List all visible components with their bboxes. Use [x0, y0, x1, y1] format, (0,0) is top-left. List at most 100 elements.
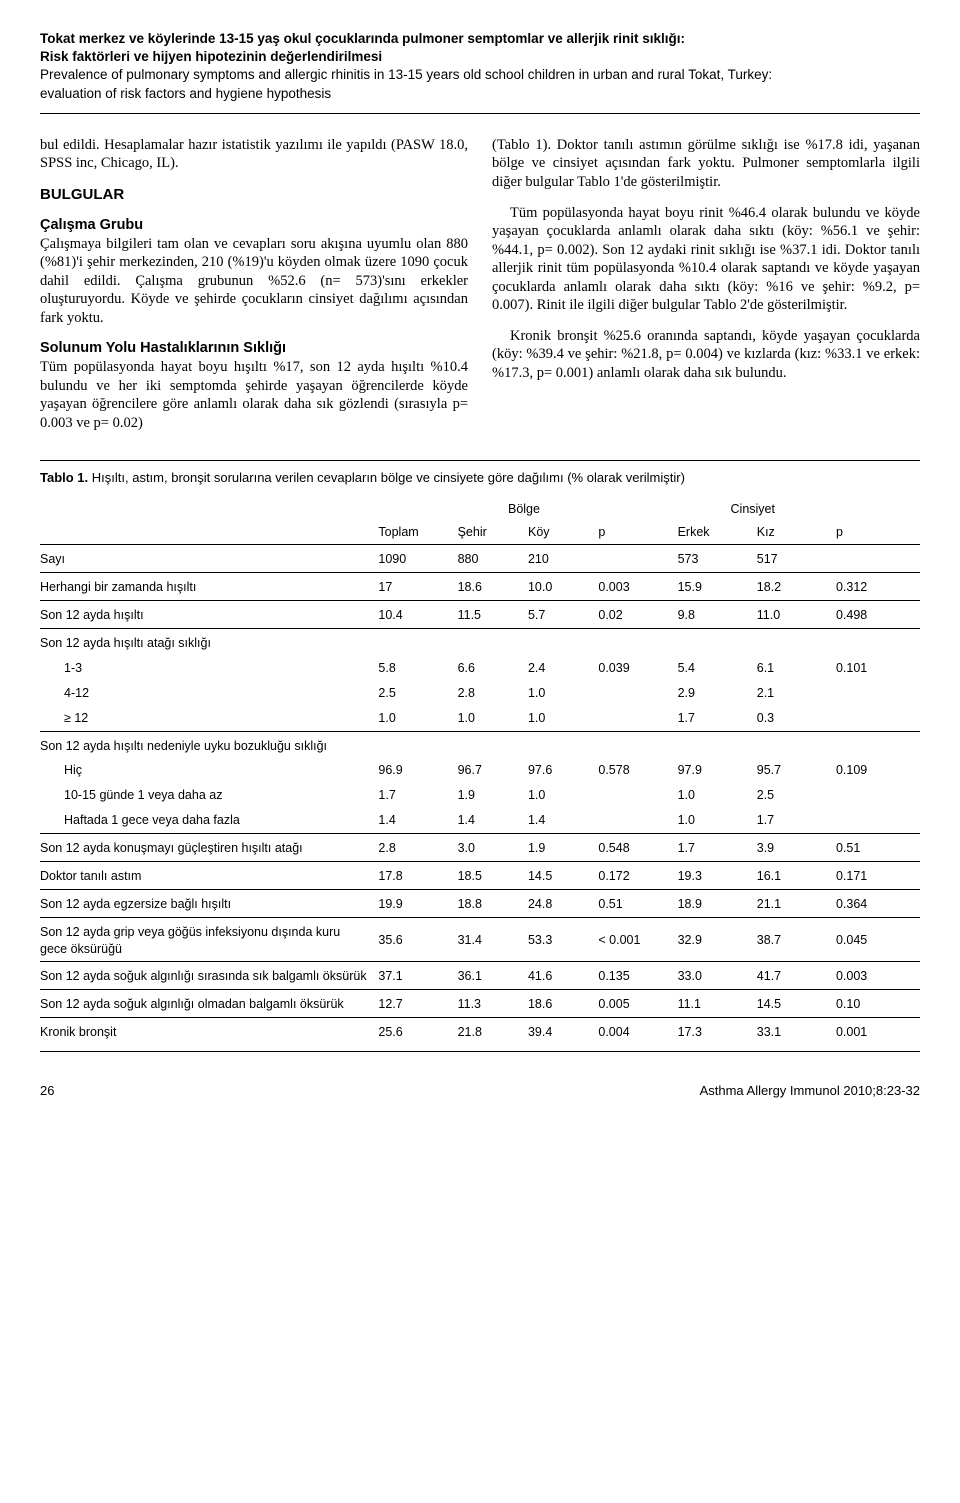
page-footer: 26 Asthma Allergy Immunol 2010;8:23-32	[40, 1082, 920, 1100]
cell-kiz: 6.1	[753, 656, 832, 681]
cell-kiz: 0.3	[753, 706, 832, 731]
cell-koy: 1.0	[524, 681, 594, 706]
cell-p1	[594, 681, 673, 706]
table-row: Haftada 1 gece veya daha fazla1.41.41.41…	[40, 808, 920, 833]
cell-erkek: 1.7	[674, 706, 753, 731]
right-column: (Tablo 1). Doktor tanılı astımın görülme…	[492, 136, 920, 432]
cell-kiz: 38.7	[753, 917, 832, 962]
table-row: Son 12 ayda egzersize bağlı hışıltı19.91…	[40, 889, 920, 917]
row-label: Son 12 ayda grip veya göğüs infeksiyonu …	[40, 917, 374, 962]
cell-erkek	[674, 731, 753, 758]
cell-sehir: 18.8	[454, 889, 524, 917]
row-label: Son 12 ayda soğuk algınlığı sırasında sı…	[40, 962, 374, 990]
col-sehir: Şehir	[454, 520, 524, 545]
cell-erkek: 17.3	[674, 1018, 753, 1045]
cell-toplam: 1090	[374, 545, 453, 573]
cell-sehir: 2.8	[454, 681, 524, 706]
cell-p2	[832, 629, 920, 656]
cell-koy: 39.4	[524, 1018, 594, 1045]
cell-sehir: 1.0	[454, 706, 524, 731]
cell-p2: 0.045	[832, 917, 920, 962]
row-label: Son 12 ayda hışıltı nedeniyle uyku bozuk…	[40, 731, 374, 758]
cell-p2	[832, 808, 920, 833]
subheading-solunum: Solunum Yolu Hastalıklarının Sıklığı	[40, 340, 286, 356]
cell-koy: 2.4	[524, 656, 594, 681]
table-row: Son 12 ayda grip veya göğüs infeksiyonu …	[40, 917, 920, 962]
cell-koy: 10.0	[524, 573, 594, 601]
subheading-calisma: Çalışma Grubu	[40, 217, 143, 233]
cell-toplam: 1.7	[374, 783, 453, 808]
cell-toplam: 96.9	[374, 758, 453, 783]
col-p1: p	[594, 520, 673, 545]
cell-kiz: 2.5	[753, 783, 832, 808]
cell-sehir: 36.1	[454, 962, 524, 990]
cell-p2: 0.101	[832, 656, 920, 681]
cell-erkek: 1.0	[674, 808, 753, 833]
cell-sehir: 21.8	[454, 1018, 524, 1045]
cell-koy	[524, 629, 594, 656]
table-row: ≥ 121.01.01.01.70.3	[40, 706, 920, 731]
table-row: Herhangi bir zamanda hışıltı1718.610.00.…	[40, 573, 920, 601]
col-p2: p	[832, 520, 920, 545]
cell-toplam: 1.0	[374, 706, 453, 731]
cell-sehir: 1.9	[454, 783, 524, 808]
cell-sehir: 31.4	[454, 917, 524, 962]
table-row: Sayı1090880210573517	[40, 545, 920, 573]
cell-sehir: 6.6	[454, 656, 524, 681]
cell-koy: 210	[524, 545, 594, 573]
cell-p1: < 0.001	[594, 917, 673, 962]
cell-sehir: 11.5	[454, 601, 524, 629]
paragraph-r2: Tüm popülasyonda hayat boyu rinit %46.4 …	[492, 204, 920, 315]
cell-p1: 0.548	[594, 834, 673, 862]
table-row: Son 12 ayda konuşmayı güçleştiren hışılt…	[40, 834, 920, 862]
table-row: 4-122.52.81.02.92.1	[40, 681, 920, 706]
article-header: Tokat merkez ve köylerinde 13-15 yaş oku…	[40, 30, 920, 114]
row-label: 10-15 günde 1 veya daha az	[40, 783, 374, 808]
cell-erkek: 5.4	[674, 656, 753, 681]
paragraph-r1: (Tablo 1). Doktor tanılı astımın görülme…	[492, 136, 920, 192]
table-group-header: Bölge Cinsiyet	[40, 497, 920, 520]
cell-p2: 0.312	[832, 573, 920, 601]
cell-erkek: 19.3	[674, 861, 753, 889]
row-label: Son 12 ayda egzersize bağlı hışıltı	[40, 889, 374, 917]
cell-kiz: 517	[753, 545, 832, 573]
row-label: Doktor tanılı astım	[40, 861, 374, 889]
cell-sehir	[454, 629, 524, 656]
cell-kiz: 14.5	[753, 990, 832, 1018]
row-label: Son 12 ayda konuşmayı güçleştiren hışılt…	[40, 834, 374, 862]
cell-p1	[594, 706, 673, 731]
title-english-line1: Prevalence of pulmonary symptoms and all…	[40, 66, 920, 84]
cell-kiz	[753, 731, 832, 758]
cell-p2: 0.001	[832, 1018, 920, 1045]
col-group-cinsiyet: Cinsiyet	[674, 497, 832, 520]
cell-p2	[832, 681, 920, 706]
cell-toplam	[374, 629, 453, 656]
cell-erkek: 97.9	[674, 758, 753, 783]
table-row: 1-35.86.62.40.0395.46.10.101	[40, 656, 920, 681]
cell-kiz: 1.7	[753, 808, 832, 833]
cell-toplam: 2.8	[374, 834, 453, 862]
row-label: Son 12 ayda soğuk algınlığı olmadan balg…	[40, 990, 374, 1018]
cell-erkek: 32.9	[674, 917, 753, 962]
row-label: Hiç	[40, 758, 374, 783]
page-number: 26	[40, 1082, 54, 1100]
cell-p2: 0.109	[832, 758, 920, 783]
cell-erkek: 9.8	[674, 601, 753, 629]
cell-sehir: 18.6	[454, 573, 524, 601]
row-label: Son 12 ayda hışıltı atağı sıklığı	[40, 629, 374, 656]
col-koy: Köy	[524, 520, 594, 545]
cell-koy: 18.6	[524, 990, 594, 1018]
col-kiz: Kız	[753, 520, 832, 545]
cell-erkek: 18.9	[674, 889, 753, 917]
table-number: Tablo 1.	[40, 470, 88, 485]
paragraph-solunum: Tüm popülasyonda hayat boyu hışıltı %17,…	[40, 359, 468, 431]
cell-toplam	[374, 731, 453, 758]
cell-koy: 1.9	[524, 834, 594, 862]
cell-toplam: 19.9	[374, 889, 453, 917]
cell-p2	[832, 731, 920, 758]
cell-p1: 0.005	[594, 990, 673, 1018]
cell-erkek	[674, 629, 753, 656]
cell-erkek: 15.9	[674, 573, 753, 601]
cell-sehir: 3.0	[454, 834, 524, 862]
cell-p2	[832, 706, 920, 731]
